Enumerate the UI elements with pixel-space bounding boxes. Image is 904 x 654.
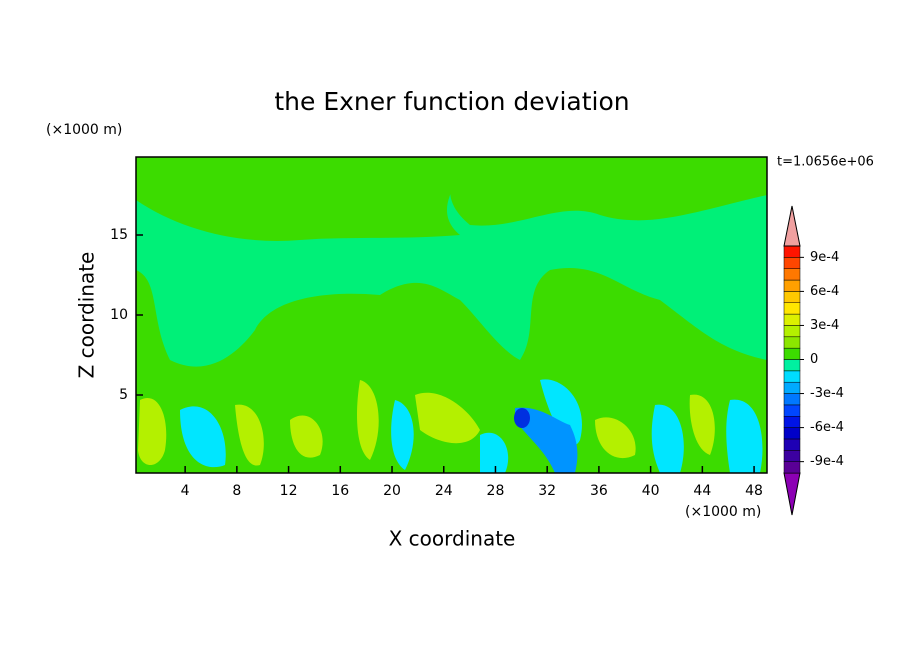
- colorbar-band: [783, 347, 801, 360]
- colorbar-band: [783, 450, 801, 462]
- colorbar-band: [783, 370, 801, 383]
- colorbar-band: [783, 291, 801, 303]
- x-tick-label: 8: [232, 483, 241, 499]
- colorbar-low-arrow: [783, 472, 801, 516]
- x-tick-label: 24: [435, 483, 453, 499]
- y-tick-label: 5: [119, 387, 128, 403]
- colorbar-band: [783, 336, 801, 349]
- x-unit-label: (×1000 m): [685, 504, 761, 520]
- colorbar-band: [783, 461, 801, 474]
- x-tick-label: 32: [538, 483, 556, 499]
- colorbar-band: [783, 359, 801, 372]
- colorbar-band: [783, 404, 801, 417]
- colorbar-band: [783, 313, 801, 326]
- x-axis-label: X coordinate: [389, 527, 516, 551]
- colorbar-band: [783, 438, 801, 451]
- colorbar-tick-label: -9e-4: [810, 454, 844, 469]
- colorbar-tick-label: 9e-4: [810, 250, 839, 265]
- x-tick-label: 44: [693, 483, 711, 499]
- x-tick-label: 4: [181, 483, 190, 499]
- colorbar-band: [783, 302, 801, 315]
- y-tick-label: 15: [110, 227, 128, 243]
- x-tick-label: 28: [487, 483, 505, 499]
- colorbar-tick-label: 0: [810, 352, 818, 367]
- colorbar-tick-label: -6e-4: [810, 420, 844, 435]
- colorbar-band: [783, 427, 801, 440]
- x-tick-label: 16: [331, 483, 349, 499]
- colorbar-band: [783, 279, 801, 292]
- colorbar-band: [783, 393, 801, 406]
- x-tick-label: 48: [745, 483, 763, 499]
- colorbar-band: [783, 257, 801, 269]
- x-tick-label: 20: [383, 483, 401, 499]
- y-axis-label: Z coordinate: [75, 252, 99, 379]
- colorbar-band: [783, 325, 801, 338]
- colorbar-tick-label: -3e-4: [810, 386, 844, 401]
- colorbar-band: [783, 381, 801, 394]
- colorbar-high-arrow: [783, 205, 801, 247]
- colorbar-tick-label: 6e-4: [810, 284, 839, 299]
- x-tick-label: 40: [642, 483, 660, 499]
- chart-title: the Exner function deviation: [274, 87, 629, 116]
- x-tick-label: 36: [590, 483, 608, 499]
- colorbar-band: [783, 416, 801, 428]
- time-label: t=1.0656e+06: [777, 155, 874, 170]
- contour-field: [136, 157, 767, 473]
- x-tick-label: 12: [280, 483, 298, 499]
- colorbar-band: [783, 245, 801, 258]
- y-tick-label: 10: [110, 307, 128, 323]
- y-unit-label: (×1000 m): [46, 122, 122, 138]
- colorbar-band: [783, 268, 801, 281]
- colorbar-tick-label: 3e-4: [810, 318, 839, 333]
